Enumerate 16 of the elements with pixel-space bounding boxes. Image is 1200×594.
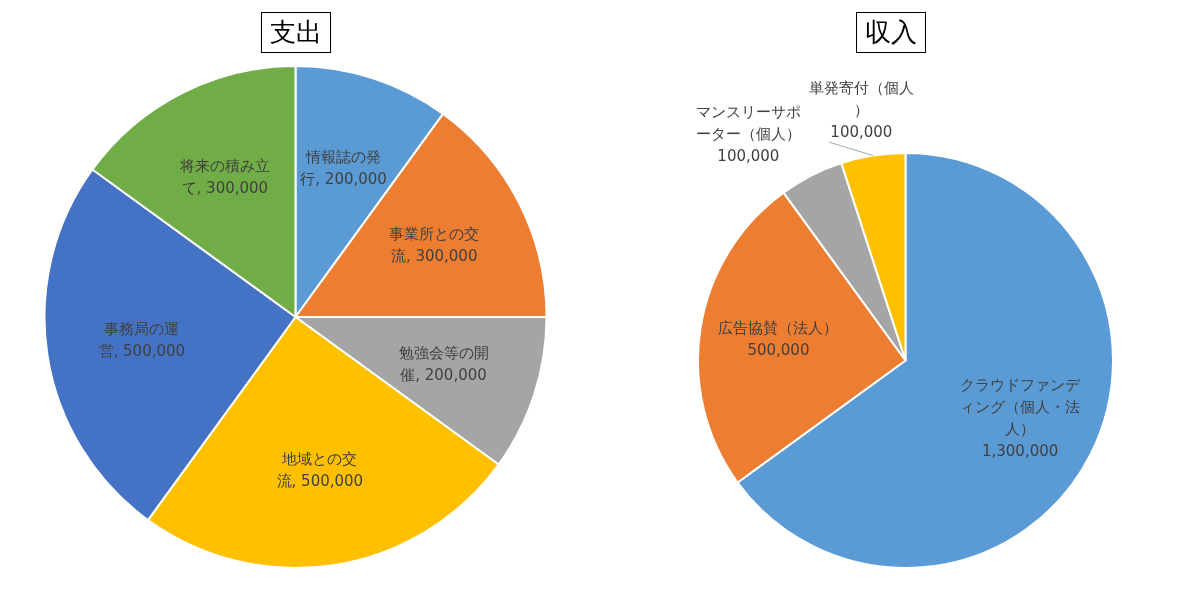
chart-title: 収入 xyxy=(855,12,926,53)
data-label: 100,000 xyxy=(717,147,780,166)
slice-label: 広告協賛（法人） xyxy=(718,319,839,338)
slice-label: 情報誌の発行, 200,000 xyxy=(300,147,387,188)
slice-label: クラウドファンディング（個人・法人） xyxy=(960,375,1082,438)
chart-title: 支出 xyxy=(260,12,331,53)
slice-label: 将来の積み立て, 300,000 xyxy=(178,157,270,198)
slice-label: 地域との交流, 500,000 xyxy=(276,449,364,490)
data-label: 1,300,000 xyxy=(981,441,1059,460)
data-label: 100,000 xyxy=(830,123,893,141)
slice-label: 勉強会等の開催, 200,000 xyxy=(398,343,489,384)
slice-label: 事業所との交流, 300,000 xyxy=(389,225,480,266)
slice-label: マンスリーサポーター（個人） xyxy=(695,103,801,144)
slice-label: 単発寄付（個人） xyxy=(808,79,914,119)
data-label: 500,000 xyxy=(747,341,810,360)
slice-label: 事務局の運営, 500,000 xyxy=(98,320,186,361)
